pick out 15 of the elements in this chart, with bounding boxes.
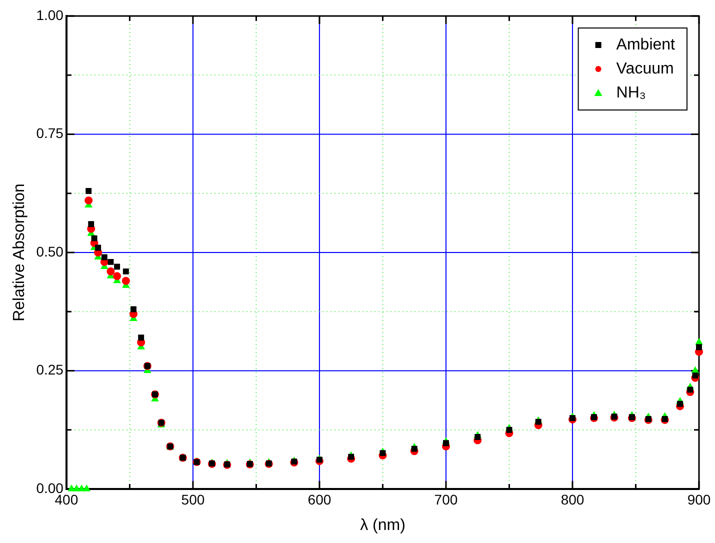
x-tick-label: 900 bbox=[687, 491, 711, 508]
y-tick-label: 0.50 bbox=[36, 243, 64, 260]
legend-label: NH₃ bbox=[616, 84, 646, 102]
y-axis-title: Relative Absorption bbox=[11, 184, 28, 322]
x-tick-label: 500 bbox=[181, 491, 205, 508]
y-tick-label: 0.00 bbox=[36, 480, 64, 496]
legend-label: Vacuum bbox=[616, 60, 674, 78]
legend-label: Ambient bbox=[616, 36, 676, 54]
y-tick-label: 0.75 bbox=[36, 125, 64, 142]
x-axis-title: λ (nm) bbox=[360, 516, 406, 534]
y-tick-label: 1.00 bbox=[36, 6, 64, 23]
x-tick-label: 600 bbox=[308, 491, 332, 508]
x-tick-label: 800 bbox=[560, 491, 584, 508]
x-tick-label: 700 bbox=[434, 491, 458, 508]
y-tick-label: 0.25 bbox=[36, 362, 64, 378]
